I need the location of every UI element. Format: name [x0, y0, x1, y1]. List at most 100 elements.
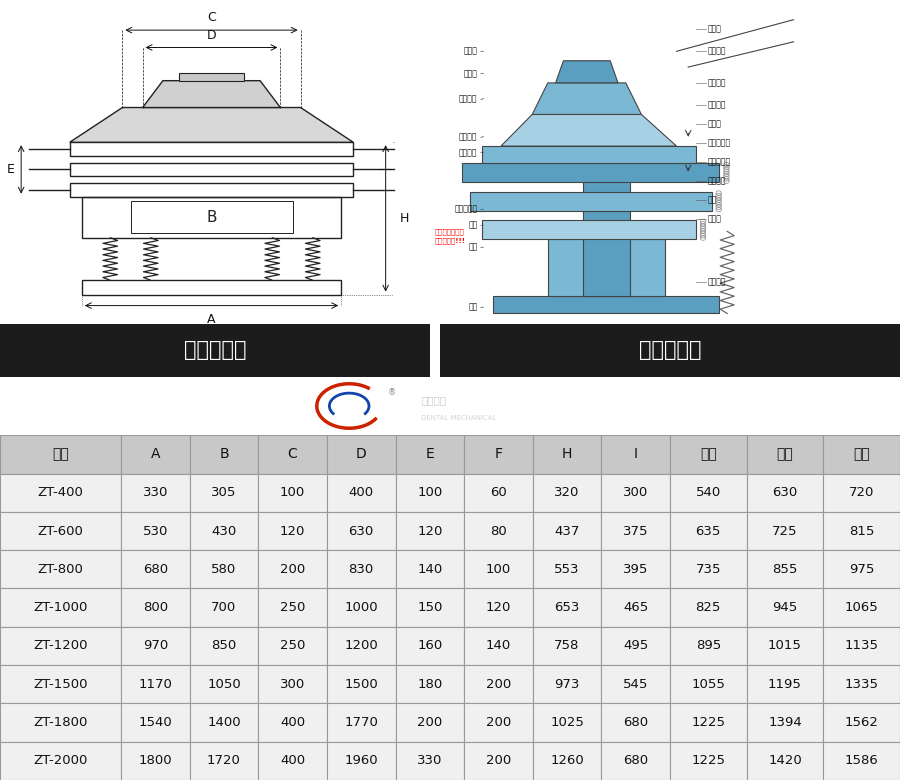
Bar [533, 665, 601, 704]
Bar [395, 742, 464, 780]
Text: 100: 100 [418, 486, 443, 499]
Bar [327, 550, 395, 588]
Bar [533, 473, 601, 512]
Text: 1400: 1400 [207, 716, 241, 729]
Text: ZT-400: ZT-400 [38, 486, 84, 499]
Text: 顶部框架: 顶部框架 [459, 94, 478, 103]
Bar [747, 742, 824, 780]
Bar [493, 296, 719, 314]
Text: 653: 653 [554, 601, 580, 614]
Text: 720: 720 [849, 486, 874, 499]
Text: 758: 758 [554, 640, 580, 652]
Text: 630: 630 [772, 486, 797, 499]
Text: 1586: 1586 [845, 754, 878, 768]
Bar [430, 324, 440, 377]
Text: 437: 437 [554, 524, 580, 537]
Text: 1960: 1960 [345, 754, 378, 768]
Text: 680: 680 [623, 716, 648, 729]
Text: DENTAL MECHANICAL: DENTAL MECHANICAL [421, 415, 497, 420]
Text: 1170: 1170 [139, 678, 172, 691]
Bar [601, 704, 670, 742]
Bar [601, 665, 670, 704]
Text: 试机时去掉!!!: 试机时去掉!!! [435, 238, 465, 244]
Bar [258, 435, 327, 473]
Text: 1260: 1260 [550, 754, 584, 768]
Text: 855: 855 [772, 563, 797, 576]
Polygon shape [532, 83, 642, 115]
Text: 底座: 底座 [468, 303, 478, 312]
Bar [327, 588, 395, 627]
Bar [0, 512, 122, 550]
Bar [824, 588, 900, 627]
Text: H: H [400, 212, 410, 225]
Bar [395, 473, 464, 512]
Bar [583, 122, 630, 296]
Text: 200: 200 [280, 563, 305, 576]
Text: 250: 250 [280, 601, 305, 614]
Bar [258, 627, 327, 665]
Text: 540: 540 [696, 486, 721, 499]
Text: 973: 973 [554, 678, 580, 691]
Text: 200: 200 [418, 716, 443, 729]
Bar [670, 742, 747, 780]
Bar [601, 588, 670, 627]
Text: 辅助筛网: 辅助筛网 [707, 47, 726, 56]
Bar [533, 512, 601, 550]
Bar [395, 435, 464, 473]
Bar [533, 704, 601, 742]
Bar [327, 742, 395, 780]
Text: A: A [150, 448, 160, 462]
Bar [824, 665, 900, 704]
Text: 200: 200 [486, 754, 511, 768]
Text: 球形清洁板: 球形清洁板 [707, 138, 731, 147]
Bar [190, 665, 258, 704]
Bar [0, 324, 430, 377]
Bar [190, 473, 258, 512]
Bar [122, 512, 190, 550]
Text: 小尺寸排料: 小尺寸排料 [454, 204, 478, 214]
Bar [601, 627, 670, 665]
Text: 进料口: 进料口 [707, 25, 722, 34]
Text: 825: 825 [696, 601, 721, 614]
Bar [122, 588, 190, 627]
Bar [327, 704, 395, 742]
Text: D: D [207, 29, 216, 42]
Text: 330: 330 [143, 486, 168, 499]
Bar [130, 201, 292, 233]
Bar [824, 473, 900, 512]
Bar [482, 220, 696, 239]
Text: 1135: 1135 [845, 640, 878, 652]
Bar [327, 473, 395, 512]
Bar [0, 665, 122, 704]
Bar [824, 627, 900, 665]
Text: D: D [356, 448, 366, 462]
Bar [670, 588, 747, 627]
Text: 580: 580 [212, 563, 237, 576]
Text: 395: 395 [623, 563, 648, 576]
Text: 200: 200 [486, 716, 511, 729]
Bar [395, 627, 464, 665]
Bar [464, 550, 533, 588]
Text: 850: 850 [212, 640, 237, 652]
Text: 1015: 1015 [768, 640, 802, 652]
Bar [258, 742, 327, 780]
Bar [482, 146, 696, 164]
Text: 外形尺寸图: 外形尺寸图 [184, 340, 247, 360]
Text: A: A [207, 313, 216, 325]
Bar [179, 73, 244, 80]
Polygon shape [142, 80, 281, 108]
Bar [190, 435, 258, 473]
Bar [258, 665, 327, 704]
Bar [824, 704, 900, 742]
Text: 530: 530 [143, 524, 168, 537]
Text: 1050: 1050 [207, 678, 241, 691]
Bar [0, 550, 122, 588]
Bar [533, 550, 601, 588]
Text: 150: 150 [417, 601, 443, 614]
Bar [824, 550, 900, 588]
Bar [0, 588, 122, 627]
Bar [258, 704, 327, 742]
Text: 305: 305 [212, 486, 237, 499]
Bar [122, 704, 190, 742]
Polygon shape [555, 61, 618, 83]
